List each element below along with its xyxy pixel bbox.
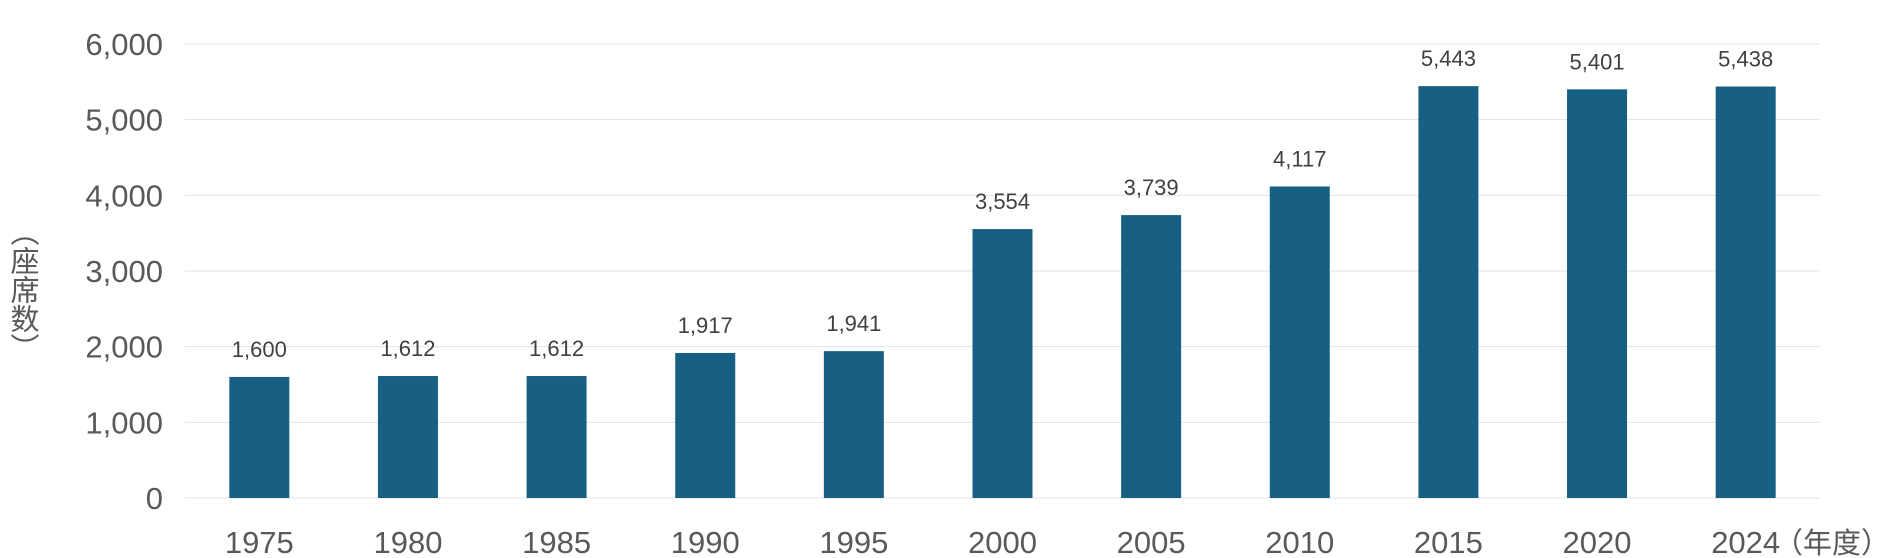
data-label: 3,554	[975, 189, 1030, 214]
y-tick-label: 5,000	[85, 103, 163, 138]
x-tick-label: 1985	[522, 525, 591, 558]
bar	[1418, 86, 1479, 498]
data-label: 4,117	[1273, 146, 1326, 171]
bar	[377, 376, 438, 498]
data-labels: 1,600 1,612 1,612 1,917 1,941 3,554 3,739 4,117…	[232, 46, 1773, 362]
bar	[1121, 215, 1182, 498]
x-tick-label: 1995	[819, 525, 888, 558]
y-tick-label: 1,000	[85, 405, 163, 440]
y-tick-label: 0	[146, 481, 163, 516]
data-label: 5,438	[1718, 47, 1773, 72]
x-tick-label: 2005	[1117, 525, 1186, 558]
data-label: 1,612	[380, 336, 435, 361]
y-axis-title: （座席数）	[6, 217, 40, 362]
x-tick-label: 2015	[1414, 525, 1483, 558]
x-tick-label: 2010	[1265, 525, 1334, 558]
x-tick-label: 2000	[968, 525, 1037, 558]
bar	[1567, 89, 1628, 498]
bar	[526, 376, 587, 498]
bar	[1269, 186, 1330, 498]
data-label: 1,941	[826, 311, 881, 336]
x-axis-ticks: 1975 1980 1985 1990 1995 2000 2005 2010 2015 2020…	[225, 525, 1780, 558]
x-tick-label: 1980	[373, 525, 442, 558]
x-axis-unit: （年度）	[1774, 527, 1890, 558]
x-tick-label: 2024	[1711, 525, 1780, 558]
bars	[229, 86, 1776, 499]
bar	[229, 376, 290, 498]
y-tick-label: 3,000	[85, 254, 163, 289]
y-axis-ticks: 0 1,000 2,000 3,000 4,000 5,000 6,000	[85, 27, 163, 516]
data-label: 5,443	[1421, 46, 1476, 71]
y-tick-label: 2,000	[85, 330, 163, 365]
bar	[675, 352, 736, 498]
bar	[972, 229, 1033, 498]
x-tick-label: 2020	[1563, 525, 1632, 558]
y-tick-label: 6,000	[85, 27, 163, 62]
data-label: 1,612	[529, 336, 584, 361]
bar	[1715, 86, 1776, 499]
bar	[823, 351, 884, 498]
data-label: 3,739	[1124, 175, 1179, 200]
data-label: 1,917	[678, 313, 733, 338]
data-label: 1,600	[232, 337, 287, 362]
x-tick-label: 1975	[225, 525, 294, 558]
data-label: 5,401	[1570, 49, 1625, 74]
x-tick-label: 1990	[671, 525, 740, 558]
y-tick-label: 4,000	[85, 178, 163, 213]
